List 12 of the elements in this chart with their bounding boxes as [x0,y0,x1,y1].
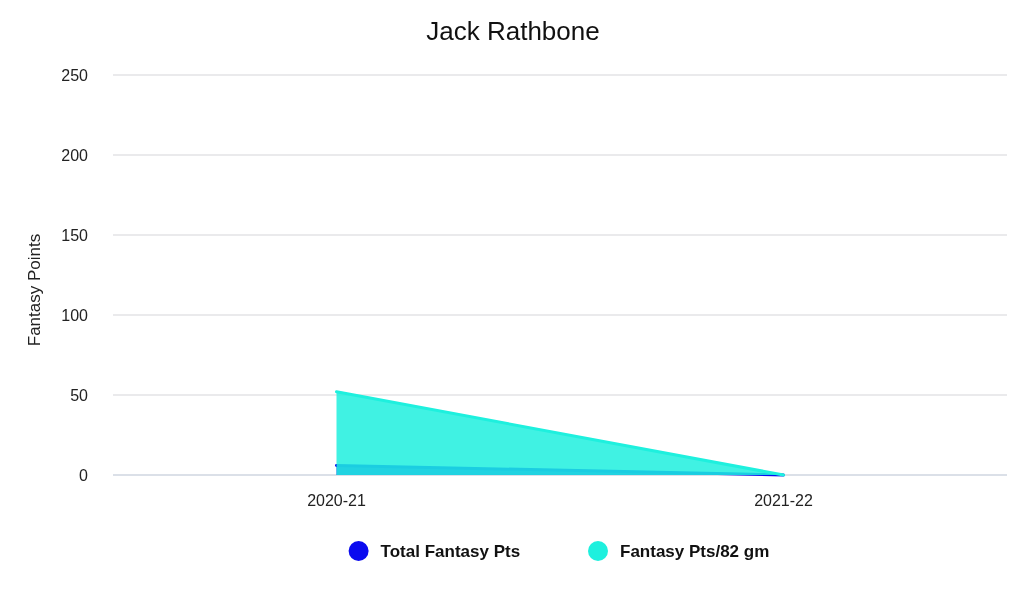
x-tick-label: 2021-22 [754,492,813,509]
y-tick-label: 200 [61,146,89,164]
y-axis-title: Fantasy Points [25,233,44,347]
y-tick-label: 250 [61,66,89,84]
y-tick-label: 0 [79,466,89,484]
chart-title: Jack Rathbone [426,16,600,46]
legend-label: Fantasy Pts/82 gm [620,541,770,561]
y-tick-label: 50 [70,386,89,404]
y-tick-label: 100 [61,306,89,324]
x-tick-label: 2020-21 [307,492,366,509]
legend-label: Total Fantasy Pts [380,541,521,561]
y-tick-label: 150 [61,226,89,244]
